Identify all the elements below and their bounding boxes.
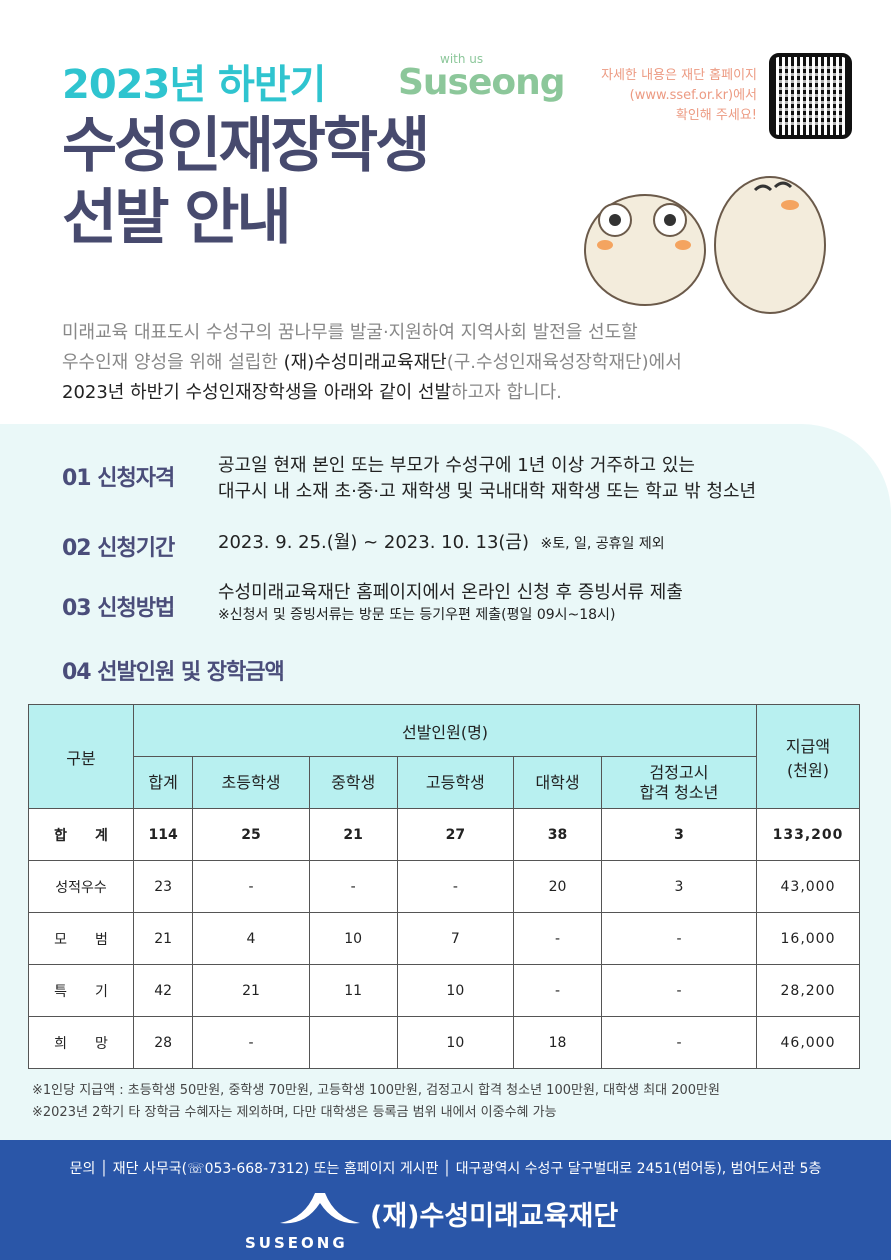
col-amount: 지급액 (천원) [756,704,860,809]
table-cell: - [192,860,310,913]
table-cell: - [513,912,602,965]
suseong-logo-icon [280,1193,360,1224]
row-label: 모 범 [28,912,134,965]
col-header: 고등학생 [396,756,515,809]
col-header: 합계 [132,756,194,809]
table-cell: 21 [132,912,194,965]
brand-small: with us [440,52,484,66]
notice-line: 자세한 내용은 재단 홈페이지 [601,68,757,83]
text-line: 공고일 현재 본인 또는 부모가 수성구에 1년 이상 거주하고 있는 [218,455,695,476]
foundation-name: (재)수성미래교육재단 [283,352,447,373]
footer: 문의 │ 재단 사무국(☏053-668-7312) 또는 홈페이지 게시판 │… [0,1140,891,1260]
table-cell: 10 [396,1016,515,1069]
table-cell: 21 [308,808,398,861]
subtitle: 2023년 하반기 [62,62,326,108]
table-cell: 114 [132,808,194,861]
row-label: 희 망 [28,1016,134,1069]
intro-line: (구.수성인재육성장학재단)에서 [446,352,682,373]
method-text: 수성미래교육재단 홈페이지에서 온라인 신청 후 증빙서류 제출 ※신청서 및 증… [218,580,683,624]
page-title: 수성인재장학생 선발 안내 [62,110,430,254]
table-row: 희 망 28-10 18-46,000 [28,1016,860,1069]
title-line2: 선발 안내 [62,183,292,253]
table-cell: 3 [600,860,758,913]
text-note: ※신청서 및 증빙서류는 방문 또는 등기우편 제출(평일 09시~18시) [218,607,616,623]
col-header: 초등학생 [192,756,310,809]
col-category: 구분 [28,704,134,809]
text-line: 2023. 9. 25.(월) ~ 2023. 10. 13(금) [218,532,530,553]
intro-text: 미래교육 대표도시 수성구의 꿈나무를 발굴·지원하여 지역사회 발전을 선도할… [62,318,682,408]
table-cell [308,1016,398,1069]
table-cell: 43,000 [756,860,860,913]
table-cell: 10 [396,964,515,1017]
section-title-quota: 04 선발인원 및 장학금액 [62,660,285,685]
col-header: 검정고시 합격 청소년 [600,756,758,809]
table-cell: - [396,860,515,913]
table-cell: - [513,964,602,1017]
table-cell: 21 [192,964,310,1017]
intro-emphasis: 2023년 하반기 수성인재장학생을 아래와 같이 선발 [62,382,452,403]
table-row: 성적우수 23- - -20 3 43,000 [28,860,860,913]
table-cell: - [192,1016,310,1069]
table-cell: 28 [132,1016,194,1069]
table-cell: 27 [396,808,515,861]
text-line: 수성미래교육재단 홈페이지에서 온라인 신청 후 증빙서류 제출 [218,582,683,603]
table-cell: 133,200 [756,808,860,861]
notice-line[interactable]: (www.ssef.or.kr)에서 [629,88,757,103]
section-title-method: 03 신청방법 [62,596,175,621]
row-label: 특 기 [28,964,134,1017]
brand-logo: Suseong [398,62,566,103]
intro-line: 하고자 합니다. [451,382,562,403]
table-row: 특 기 42 21 11 10- -28,200 [28,964,860,1017]
col-group: 선발인원(명) [133,704,757,757]
table-row: 모 범 21 4 10 7- -16,000 [28,912,860,965]
period-text: 2023. 9. 25.(월) ~ 2023. 10. 13(금) ※토, 일,… [218,530,665,557]
organization-name: (재)수성미래교육재단 [370,1201,619,1232]
col-header: 대학생 [513,756,602,809]
text-note: ※토, 일, 공휴일 제외 [540,536,665,552]
title-line1: 수성인재장학생 [62,111,430,181]
mascot-illustration [584,176,826,314]
table-cell: 25 [192,808,310,861]
footnote: ※2023년 2학기 타 장학금 수혜자는 제외하며, 다만 대학생은 등록금 … [32,1105,557,1120]
table-cell: - [600,964,758,1017]
notice-line: 확인해 주세요! [675,108,757,123]
table-cell: 46,000 [756,1016,860,1069]
table-cell: 23 [132,860,194,913]
intro-line: 미래교육 대표도시 수성구의 꿈나무를 발굴·지원하여 지역사회 발전을 선도할 [62,322,638,343]
table-cell: 42 [132,964,194,1017]
row-label: 합 계 [28,808,134,861]
table-cell: 4 [192,912,310,965]
table-cell: 10 [308,912,398,965]
table-cell: 38 [513,808,602,861]
table-cell: 7 [396,912,515,965]
contact-info: 문의 │ 재단 사무국(☏053-668-7312) 또는 홈페이지 게시판 │… [69,1161,822,1177]
section-title-period: 02 신청기간 [62,536,175,561]
table-cell: - [600,912,758,965]
footnote: ※1인당 지급액 : 초등학생 50만원, 중학생 70만원, 고등학생 100… [32,1083,720,1098]
logo-text: SUSEONG [245,1234,348,1252]
col-header: 중학생 [308,756,398,809]
table-cell: 3 [600,808,758,861]
table-cell: - [308,860,398,913]
table-cell: 11 [308,964,398,1017]
table-cell: 18 [513,1016,602,1069]
table-cell: 16,000 [756,912,860,965]
row-label: 성적우수 [28,860,134,913]
text-line: 대구시 내 소재 초·중·고 재학생 및 국내대학 재학생 또는 학교 밖 청소… [218,481,757,502]
table-cell: - [600,1016,758,1069]
scholarship-table: 구분 선발인원(명) 지급액 (천원) 합계 초등학생 중학생 고등학생 대학생 검정고시 합… [28,704,860,1069]
qr-code[interactable] [769,53,852,139]
table-cell: 20 [513,860,602,913]
footnotes: ※1인당 지급액 : 초등학생 50만원, 중학생 70만원, 고등학생 100… [32,1080,720,1124]
section-title-eligibility: 01 신청자격 [62,466,175,491]
table-cell: 28,200 [756,964,860,1017]
table-row: 합 계 114 25 21 27 38 3 133,200 [28,808,860,861]
intro-line: 우수인재 양성을 위해 설립한 [62,352,284,373]
